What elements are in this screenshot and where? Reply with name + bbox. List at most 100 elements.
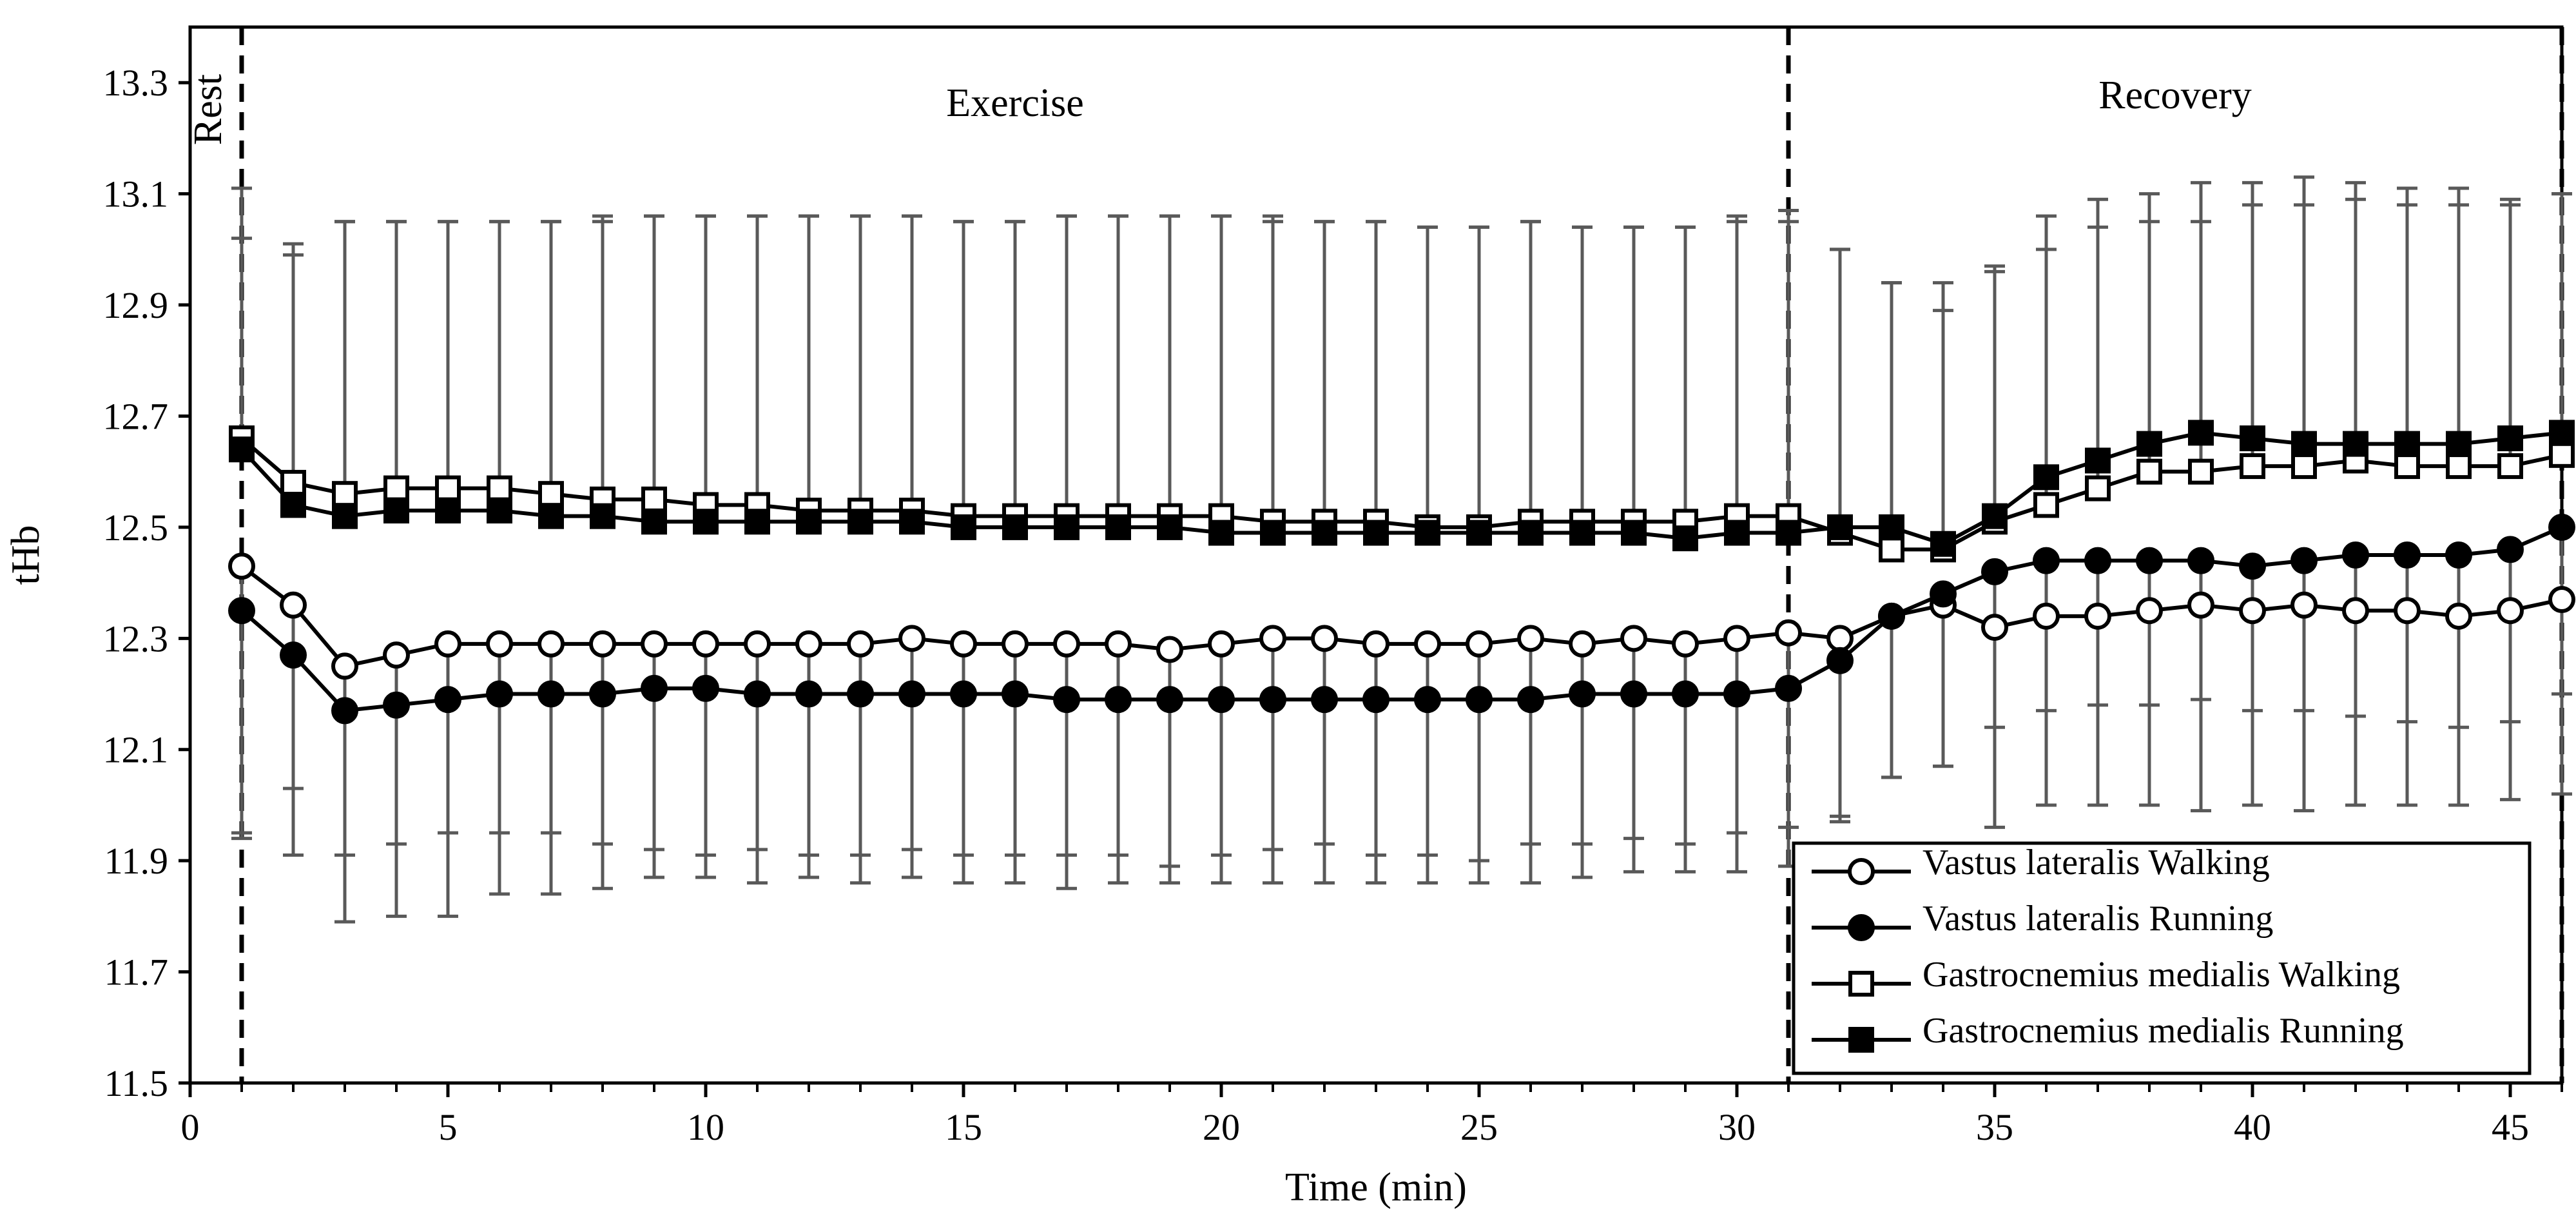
data-point: [2548, 513, 2575, 541]
data-point: [2548, 585, 2575, 613]
data-point: [1723, 625, 1750, 652]
data-point: [1672, 525, 1698, 552]
data-point: [795, 680, 822, 708]
data-point: [796, 509, 822, 535]
y-tick-label: 12.1: [103, 729, 169, 771]
data-point: [1002, 630, 1029, 658]
data-point: [280, 591, 307, 619]
data-point: [1208, 686, 1235, 714]
data-point: [383, 641, 410, 669]
data-point: [1981, 614, 2008, 641]
data-point: [1569, 520, 1595, 546]
data-point: [2033, 464, 2059, 491]
data-point: [1208, 630, 1235, 658]
data-point: [331, 697, 358, 725]
series-4: [229, 420, 2575, 557]
data-point: [1208, 520, 1234, 546]
data-point: [435, 475, 461, 502]
data-point: [1105, 630, 1132, 658]
data-point: [744, 509, 770, 535]
x-tick-label: 0: [181, 1106, 200, 1148]
data-point: [383, 498, 409, 524]
data-point: [2290, 547, 2318, 574]
data-point: [2033, 492, 2059, 518]
y-tick-label: 12.9: [103, 284, 169, 326]
x-tick-label: 35: [1976, 1106, 2013, 1148]
data-point: [537, 630, 565, 658]
data-point: [2136, 547, 2163, 574]
data-point: [2497, 536, 2524, 563]
data-point: [1879, 514, 1904, 540]
data-point: [2342, 541, 2369, 569]
legend-label: Vastus lateralis Running: [1922, 899, 2273, 939]
data-point: [898, 680, 925, 708]
x-axis: 0 5 10 15 20 25 30 35 40 45: [181, 1083, 2563, 1148]
data-point: [1723, 680, 1750, 708]
legend-box: [1792, 841, 2532, 1075]
x-tick-label: 10: [687, 1106, 724, 1148]
data-point: [1312, 520, 1337, 546]
y-tick-label: 11.5: [104, 1062, 168, 1104]
data-point: [2446, 453, 2472, 480]
legend-label: Vastus lateralis Walking: [1922, 843, 2270, 883]
data-point: [744, 630, 771, 658]
data-point: [1054, 514, 1080, 540]
series-line: [240, 431, 2562, 547]
data-point: [2084, 602, 2111, 630]
data-point: [486, 630, 513, 658]
data-point: [434, 686, 461, 714]
data-point: [1259, 686, 1286, 714]
data-point: [2084, 547, 2111, 574]
data-point: [1981, 558, 2008, 585]
data-point: [2394, 431, 2420, 457]
data-point: [2394, 541, 2421, 569]
data-point: [2446, 431, 2472, 457]
x-axis-title: Time (min): [1285, 1165, 1467, 1209]
data-point: [692, 674, 719, 702]
data-point: [589, 680, 616, 708]
data-point: [1311, 625, 1338, 652]
annotation-exercise: Exercise: [946, 81, 1083, 125]
data-point: [847, 680, 874, 708]
x-tick-label: 25: [1460, 1106, 1498, 1148]
x-tick-label: 15: [945, 1106, 982, 1148]
data-point: [1827, 514, 1853, 540]
data-point: [1826, 647, 1854, 674]
legend-item: Vastus lateralis Running: [1812, 899, 2273, 941]
data-point: [1311, 686, 1338, 714]
data-point: [2187, 547, 2214, 574]
data-point: [1466, 630, 1493, 658]
data-point: [2188, 420, 2214, 446]
data-point: [383, 475, 409, 502]
data-point: [1878, 602, 1905, 630]
data-point: [486, 680, 513, 708]
data-point: [1466, 686, 1493, 714]
legend-marker: [1848, 971, 1874, 997]
data-point: [1775, 619, 1802, 647]
data-point: [693, 509, 719, 535]
data-point: [229, 436, 255, 463]
data-point: [2136, 597, 2163, 625]
data-point: [692, 630, 719, 658]
data-point: [2136, 431, 2162, 457]
series-line: [240, 525, 2563, 713]
y-tick-label: 13.3: [103, 62, 169, 104]
data-point: [1930, 531, 1956, 557]
data-point: [2239, 552, 2266, 580]
data-point: [1518, 520, 1544, 546]
data-point: [2033, 602, 2060, 630]
data-point: [487, 475, 512, 502]
data-point: [2136, 458, 2162, 485]
y-tick-label: 12.7: [103, 395, 169, 437]
data-point: [538, 481, 564, 507]
data-point: [1259, 625, 1286, 652]
data-point: [1156, 636, 1183, 663]
series-2: [228, 513, 2575, 725]
data-point: [1621, 520, 1647, 546]
data-point: [1569, 630, 1596, 658]
data-point: [2497, 425, 2523, 451]
data-point: [1569, 680, 1596, 708]
data-point: [898, 625, 925, 652]
data-point: [847, 509, 873, 535]
data-point: [1053, 686, 1080, 714]
